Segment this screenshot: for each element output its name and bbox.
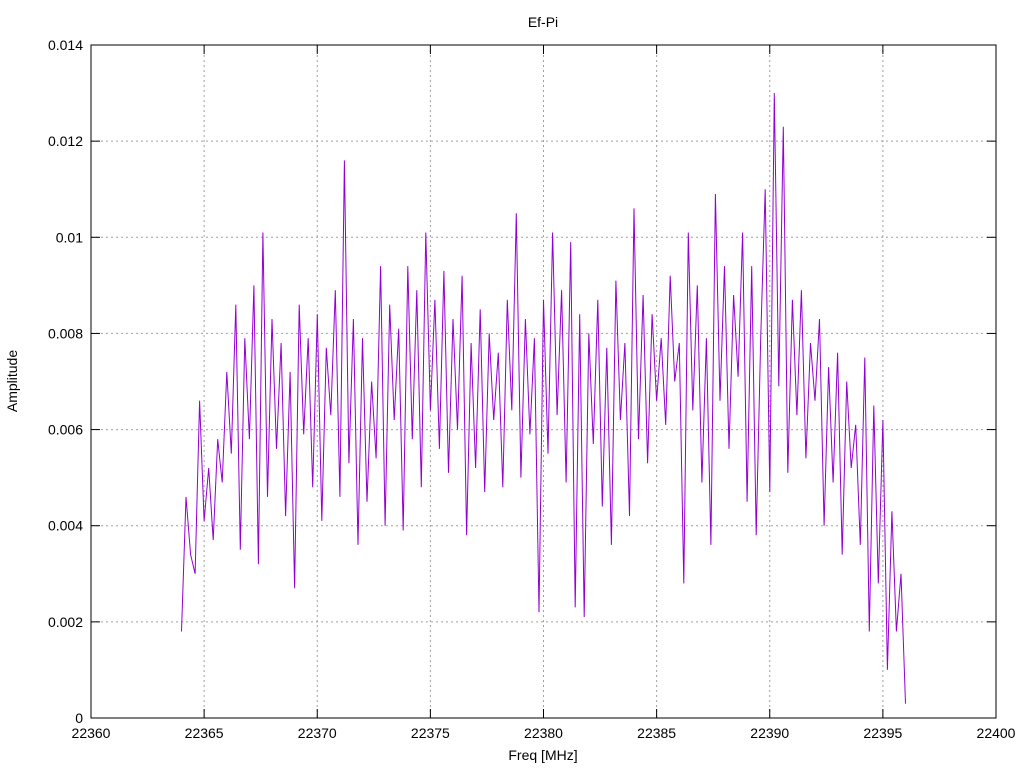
x-tick-label: 22360 <box>72 725 111 741</box>
series-line <box>181 93 906 704</box>
x-tick-label: 22390 <box>750 725 789 741</box>
x-tick-label: 22380 <box>524 725 563 741</box>
y-tick-label: 0.01 <box>56 229 83 245</box>
grid <box>91 45 996 718</box>
y-tick-label: 0.006 <box>48 422 83 438</box>
x-tick-label: 22365 <box>185 725 224 741</box>
x-tick-label: 22385 <box>637 725 676 741</box>
x-axis-label: Freq [MHz] <box>508 747 577 763</box>
y-tick-label: 0 <box>75 710 83 726</box>
x-tick-label: 22375 <box>411 725 450 741</box>
y-tick-label: 0.004 <box>48 518 83 534</box>
series-ef-pi <box>181 93 906 704</box>
ticks: 22360 22365 22370 22375 22380 22385 22390 22395… <box>48 37 1016 741</box>
x-tick-label: 22395 <box>863 725 902 741</box>
y-tick-label: 0.014 <box>48 37 83 53</box>
chart-title: Ef-Pi <box>528 14 558 30</box>
y-tick-label: 0.012 <box>48 133 83 149</box>
x-tick-label: 22400 <box>977 725 1016 741</box>
y-axis-label: Amplitude <box>4 350 20 412</box>
x-tick-label: 22370 <box>298 725 337 741</box>
y-tick-label: 0.002 <box>48 614 83 630</box>
y-tick-label: 0.008 <box>48 325 83 341</box>
